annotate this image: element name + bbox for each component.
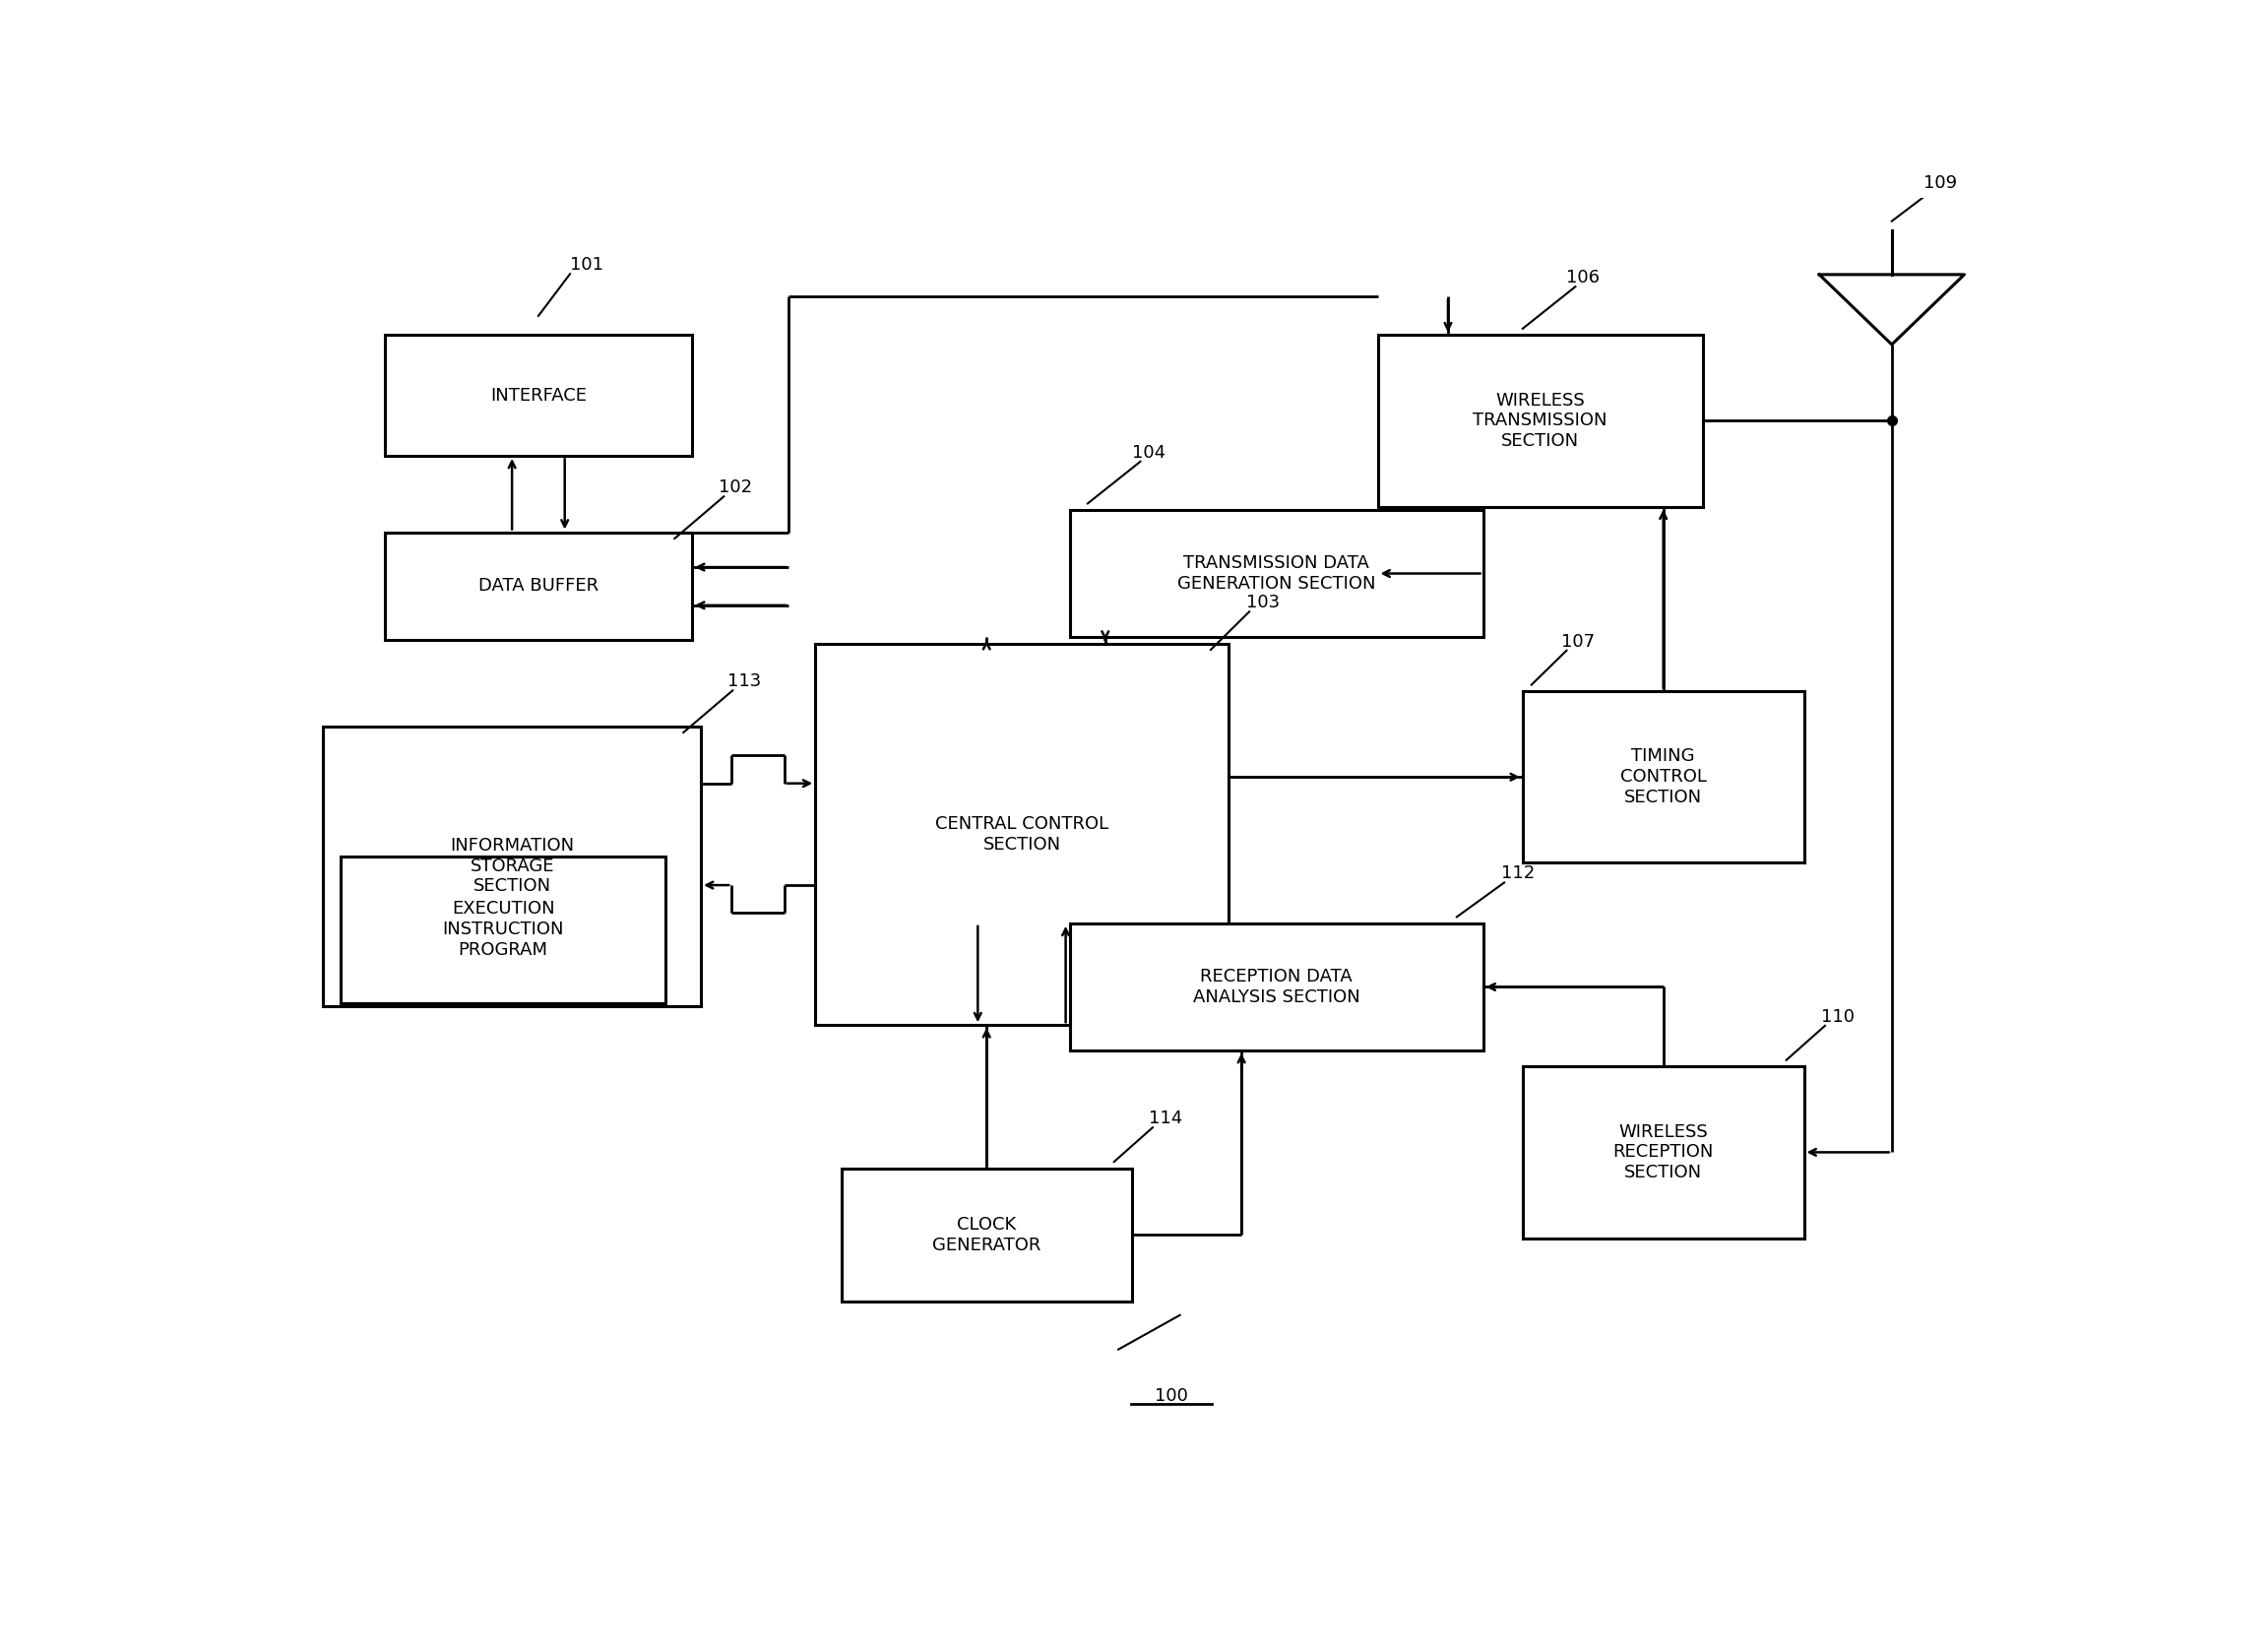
Text: 103: 103 — [1245, 595, 1279, 611]
Bar — [1070, 923, 1483, 1051]
Text: 114: 114 — [1150, 1110, 1184, 1127]
Bar — [1377, 335, 1703, 507]
Text: INTERFACE: INTERFACE — [490, 387, 587, 405]
Text: 106: 106 — [1567, 269, 1601, 287]
Bar — [340, 856, 667, 1003]
Bar — [1070, 510, 1483, 638]
Bar — [322, 727, 701, 1006]
Text: INFORMATION
STORAGE
SECTION: INFORMATION STORAGE SECTION — [449, 836, 574, 895]
Text: 107: 107 — [1560, 633, 1594, 651]
Bar — [1522, 1067, 1803, 1237]
Text: CENTRAL CONTROL
SECTION: CENTRAL CONTROL SECTION — [934, 814, 1109, 854]
Text: RECEPTION DATA
ANALYSIS SECTION: RECEPTION DATA ANALYSIS SECTION — [1193, 968, 1361, 1006]
Text: DATA BUFFER: DATA BUFFER — [479, 577, 599, 595]
Text: 101: 101 — [569, 256, 603, 274]
Text: 102: 102 — [719, 479, 753, 497]
Text: 109: 109 — [1923, 173, 1957, 192]
Text: TIMING
CONTROL
SECTION: TIMING CONTROL SECTION — [1619, 748, 1706, 806]
Text: 110: 110 — [1821, 1008, 1855, 1026]
Bar — [386, 532, 692, 641]
Bar — [841, 1168, 1132, 1302]
Bar — [386, 335, 692, 456]
Text: EXECUTION
INSTRUCTION
PROGRAM: EXECUTION INSTRUCTION PROGRAM — [442, 900, 565, 960]
Bar — [814, 644, 1229, 1024]
Text: 100: 100 — [1154, 1388, 1188, 1406]
Text: WIRELESS
RECEPTION
SECTION: WIRELESS RECEPTION SECTION — [1613, 1123, 1715, 1181]
Text: CLOCK
GENERATOR: CLOCK GENERATOR — [932, 1216, 1041, 1254]
Bar — [1522, 691, 1803, 862]
Text: 112: 112 — [1501, 866, 1535, 882]
Text: WIRELESS
TRANSMISSION
SECTION: WIRELESS TRANSMISSION SECTION — [1474, 392, 1608, 451]
Text: 104: 104 — [1132, 444, 1166, 461]
Text: 113: 113 — [728, 672, 762, 691]
Text: TRANSMISSION DATA
GENERATION SECTION: TRANSMISSION DATA GENERATION SECTION — [1177, 555, 1377, 593]
